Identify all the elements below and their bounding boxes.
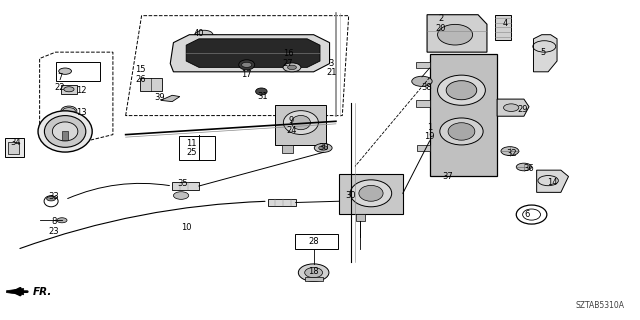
Polygon shape [497, 99, 529, 116]
Text: 5: 5 [540, 48, 546, 57]
Circle shape [516, 163, 532, 171]
Circle shape [207, 35, 223, 43]
Polygon shape [429, 54, 497, 177]
Bar [179, 136, 216, 160]
Text: 12: 12 [76, 86, 86, 95]
Polygon shape [6, 288, 24, 295]
Ellipse shape [438, 24, 472, 45]
Text: 37: 37 [442, 172, 453, 181]
Circle shape [59, 68, 72, 74]
Ellipse shape [44, 116, 86, 147]
Ellipse shape [291, 116, 310, 130]
Ellipse shape [438, 75, 485, 105]
Bar [294, 234, 338, 249]
Polygon shape [186, 39, 320, 68]
Text: 13: 13 [76, 108, 86, 117]
Polygon shape [268, 199, 296, 206]
Circle shape [504, 104, 519, 111]
Polygon shape [170, 35, 330, 72]
Circle shape [63, 108, 76, 114]
Circle shape [283, 63, 301, 72]
Text: 28: 28 [308, 237, 319, 246]
Text: 15
26: 15 26 [135, 65, 146, 84]
Circle shape [314, 143, 332, 152]
Text: 2
20: 2 20 [436, 14, 446, 33]
Polygon shape [161, 95, 180, 102]
Text: 29: 29 [517, 105, 528, 114]
Circle shape [195, 30, 213, 39]
Bar [8, 142, 19, 154]
Ellipse shape [284, 111, 319, 134]
Circle shape [173, 192, 189, 199]
Ellipse shape [359, 185, 383, 201]
Ellipse shape [298, 264, 329, 281]
Ellipse shape [305, 268, 323, 278]
Ellipse shape [52, 122, 78, 141]
Ellipse shape [446, 81, 477, 100]
Polygon shape [537, 170, 568, 192]
Text: SZTAB5310A: SZTAB5310A [575, 301, 625, 310]
Ellipse shape [61, 106, 77, 116]
Text: 3
21: 3 21 [326, 59, 337, 77]
Polygon shape [61, 84, 77, 94]
Polygon shape [172, 182, 199, 190]
Text: 39: 39 [154, 93, 164, 102]
Text: 1
19: 1 19 [424, 123, 435, 141]
Text: 14: 14 [547, 178, 558, 187]
Text: 4: 4 [502, 19, 508, 28]
Text: 7
22: 7 22 [55, 73, 65, 92]
Polygon shape [427, 15, 487, 52]
Circle shape [202, 39, 215, 46]
Circle shape [47, 196, 56, 201]
Ellipse shape [255, 88, 267, 95]
Ellipse shape [38, 111, 92, 152]
Text: 17: 17 [241, 70, 252, 79]
Ellipse shape [440, 118, 483, 145]
Text: 8
23: 8 23 [49, 217, 59, 236]
Circle shape [287, 65, 296, 69]
Ellipse shape [448, 123, 475, 140]
Polygon shape [534, 35, 557, 72]
Text: 10: 10 [181, 223, 191, 232]
Text: 6: 6 [524, 210, 530, 219]
Text: 36: 36 [524, 164, 534, 173]
Circle shape [242, 62, 252, 68]
Text: 31: 31 [257, 92, 268, 101]
Text: 9
24: 9 24 [286, 116, 296, 135]
Text: FR.: FR. [33, 287, 52, 297]
Text: 38: 38 [422, 83, 433, 92]
Text: 32: 32 [506, 149, 516, 158]
Circle shape [501, 147, 519, 156]
Text: 40: 40 [194, 28, 204, 38]
Bar [62, 131, 68, 140]
Polygon shape [305, 277, 323, 281]
Text: 35: 35 [178, 179, 188, 188]
Text: 16
27: 16 27 [283, 49, 294, 68]
Polygon shape [140, 77, 162, 92]
Circle shape [64, 87, 74, 92]
Polygon shape [356, 214, 365, 221]
Circle shape [57, 218, 67, 223]
Text: 33: 33 [48, 192, 59, 201]
Text: 11
25: 11 25 [186, 139, 196, 157]
Polygon shape [275, 105, 326, 145]
Polygon shape [415, 100, 429, 107]
Text: 30: 30 [345, 191, 356, 200]
Polygon shape [495, 15, 511, 40]
Text: 34: 34 [10, 138, 20, 147]
Polygon shape [339, 174, 403, 214]
Circle shape [319, 146, 328, 150]
Polygon shape [417, 145, 429, 151]
Ellipse shape [350, 180, 392, 207]
Polygon shape [415, 62, 429, 68]
Polygon shape [282, 145, 293, 153]
Ellipse shape [239, 60, 255, 70]
Bar [4, 138, 24, 157]
Text: 30: 30 [318, 143, 328, 152]
Circle shape [412, 76, 432, 86]
Text: 18: 18 [308, 267, 319, 276]
